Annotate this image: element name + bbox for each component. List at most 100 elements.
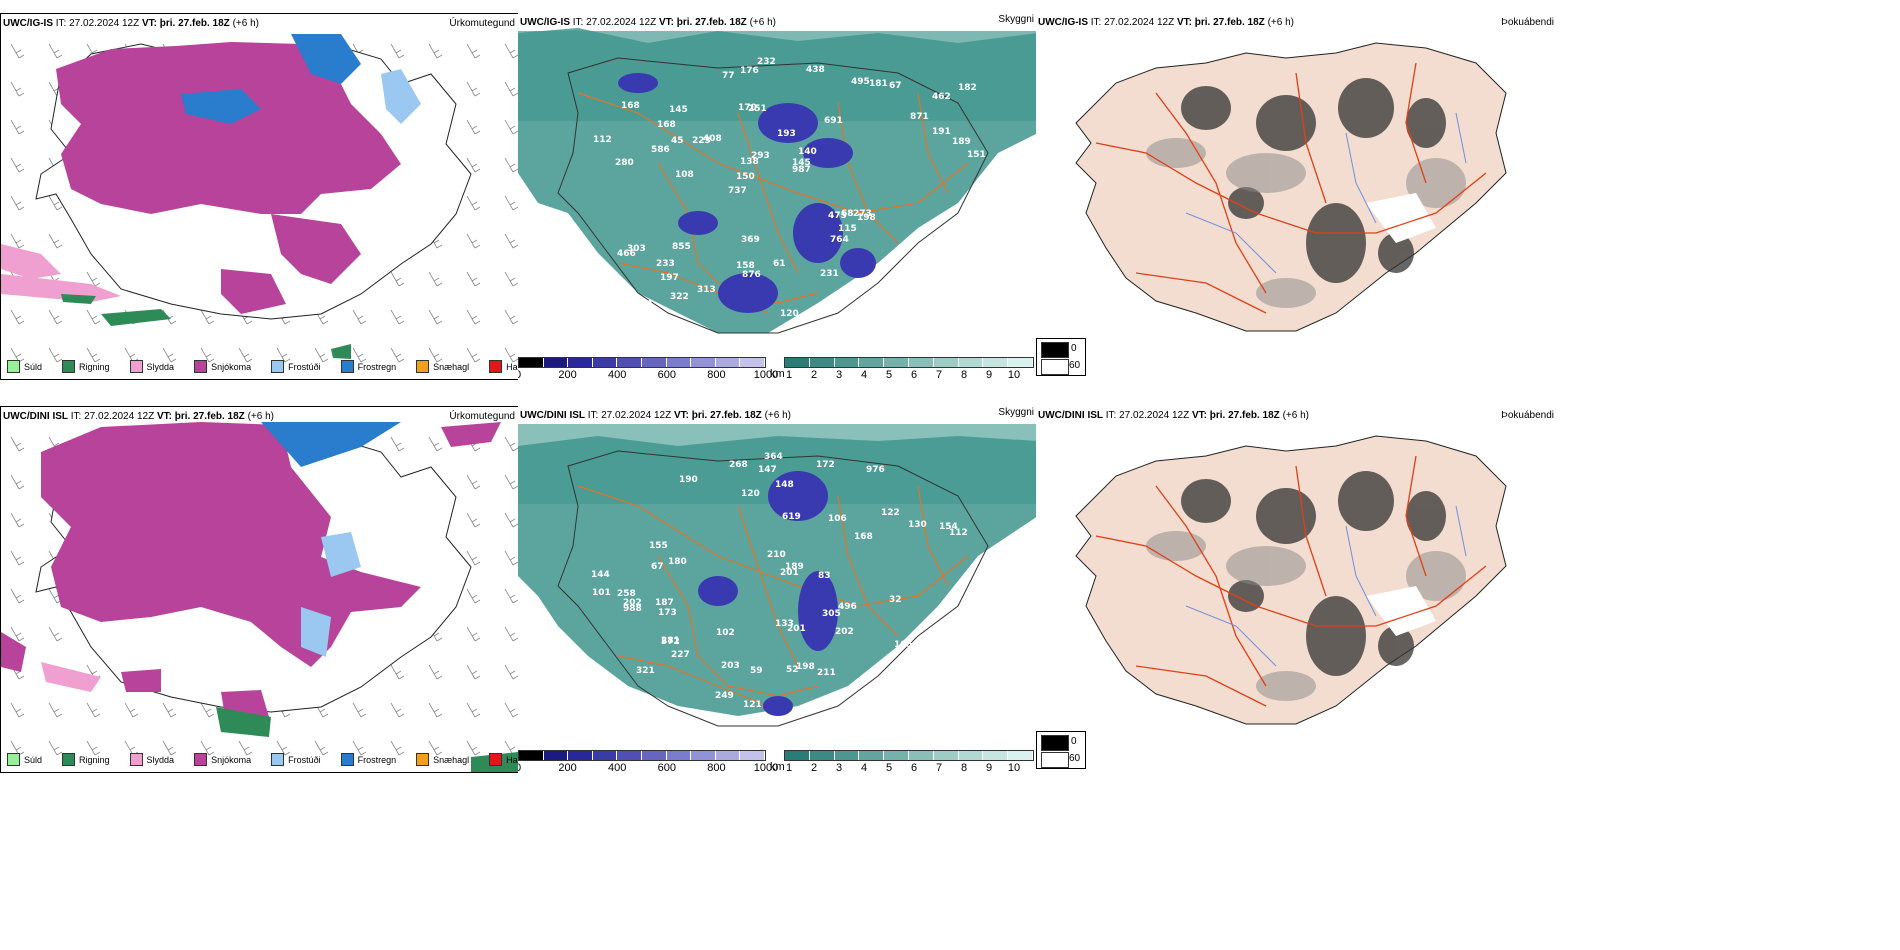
cloud-base-value-label: 151 xyxy=(967,150,986,160)
colorbar-cell xyxy=(617,751,642,760)
cloud-base-value-label: 170 xyxy=(738,103,757,113)
colorbar-cell xyxy=(908,358,934,367)
cloud-base-value-label: 496 xyxy=(838,602,857,612)
cloud-base-value-label: 138 xyxy=(740,157,759,167)
cloud-base-value-label: 106 xyxy=(828,514,847,524)
precip-type-map-row2: UWC/DINI ISL IT: 27.02.2024 12Z VT: þri.… xyxy=(0,406,519,773)
cloud-base-value-label: 147 xyxy=(758,465,777,475)
legend-item-5: Frostregn xyxy=(340,360,396,373)
cloud-base-value-label: 158 xyxy=(603,301,622,311)
cloud-base-value-label: 173 xyxy=(658,608,677,618)
colorbar-cell xyxy=(859,751,885,760)
cloud-base-value-label: 148 xyxy=(775,480,794,490)
cloud-base-value-label: 495 xyxy=(851,77,870,87)
colorbar-tick: 5 xyxy=(885,369,893,381)
cloud-base-value-label: 145 xyxy=(669,105,688,115)
legend-label: Súld xyxy=(24,754,43,765)
colorbar-cell xyxy=(617,358,642,367)
panel-name: Þokuábendi xyxy=(1501,17,1554,28)
legend-swatch xyxy=(62,360,76,373)
colorbar-tick: 2 xyxy=(810,369,818,381)
cloud-base-value-label: 105 xyxy=(894,640,913,650)
cloud-base-value-label: 281 xyxy=(661,636,680,646)
cloud-base-value-label: 313 xyxy=(697,285,716,295)
colorbar-tick: 7 xyxy=(935,369,943,381)
colorbar-cell xyxy=(983,751,1009,760)
cloud-base-value-label: 120 xyxy=(741,489,760,499)
cloud-base-value-label: 32 xyxy=(889,595,902,605)
colorbar-tick: 1000 xyxy=(753,762,779,774)
colorbar-cell xyxy=(519,751,544,760)
legend-item-0: Súld xyxy=(7,360,42,373)
fog-indicator-map-row2: UWC/DINI ISL IT: 27.02.2024 12Z VT: þri.… xyxy=(1036,406,1556,784)
colorbar-unit: km xyxy=(770,761,785,773)
legend-label: Rigning xyxy=(79,754,110,765)
colorbar-cell xyxy=(1008,358,1033,367)
colorbar-cell xyxy=(592,751,618,760)
fog-legend-high: 60 xyxy=(1069,360,1081,371)
colorbar-tick: 8 xyxy=(960,369,968,381)
cloud-base-value-label: 168 xyxy=(657,120,676,130)
cloud-base-value-label: 67 xyxy=(889,81,902,91)
cloud-base-value-label: 190 xyxy=(679,475,698,485)
colorbar-tick: 1 xyxy=(785,369,793,381)
colorbar-cell xyxy=(691,751,716,760)
legend-label: Frostúði xyxy=(288,361,321,372)
cloud-base-value-label: 408 xyxy=(703,134,722,144)
panel-name: Úrkomutegund xyxy=(449,411,515,422)
colorbar-tick: 10 xyxy=(1007,762,1021,774)
legend-item-3: Snjókoma xyxy=(194,753,251,766)
colorbar-cell xyxy=(641,751,667,760)
cloud-base-value-label: 102 xyxy=(716,628,735,638)
cloud-base-value-label: 987 xyxy=(792,165,811,175)
colorbar-cell xyxy=(983,358,1009,367)
legend-swatch xyxy=(271,360,285,373)
cloud-base-value-label: 249 xyxy=(895,295,914,305)
cloud-base-value-label: 78 xyxy=(600,308,613,318)
cloud-base-value-label: 764 xyxy=(830,235,849,245)
cloud-base-value-label: 305 xyxy=(822,609,841,619)
legend-label: Súld xyxy=(24,361,43,372)
cloud-base-value-label: 77 xyxy=(722,71,735,81)
panel-name: Skyggni xyxy=(998,407,1034,418)
cloud-base-value-label: 268 xyxy=(729,460,748,470)
visibility-colorbar: 1 2 3 4 5 6 7 8 9 10 km xyxy=(770,357,1034,383)
legend-item-0: Súld xyxy=(7,753,42,766)
colorbar-tick: 10 xyxy=(1007,369,1021,381)
panel-title: UWC/IG-IS IT: 27.02.2024 12Z VT: þri. 27… xyxy=(3,18,259,29)
precip-map-canvas xyxy=(1,34,518,363)
cloud-base-value-label: 67 xyxy=(651,562,664,572)
colorbar-tick: 200 xyxy=(558,762,577,774)
fog-legend-low: 0 xyxy=(1071,343,1077,354)
colorbar-tick: 0 xyxy=(518,369,521,381)
cloud-base-value-label: 369 xyxy=(741,235,760,245)
colorbar-cell xyxy=(543,358,569,367)
colorbar-cell xyxy=(666,751,692,760)
colorbar-tick: 800 xyxy=(707,762,726,774)
colorbar-cell xyxy=(568,751,593,760)
cloud-base-value-label: 197 xyxy=(660,273,679,283)
cloud-base-value-label: 140 xyxy=(798,147,817,157)
legend-label: Haglél xyxy=(506,361,518,372)
cloud-base-map-row2: UWC/DINI ISL IT: 27.02.2024 12Z VT: þri.… xyxy=(518,406,1038,784)
cloud-base-value-label: 101 xyxy=(592,588,611,598)
fog-legend-high: 60 xyxy=(1069,753,1081,764)
legend-swatch xyxy=(194,360,208,373)
precip-legend: Súld Rigning Slydda Snjókoma Frostúði Frostre… xyxy=(7,360,518,373)
cloud-base-value-label: 554 xyxy=(926,295,945,305)
colorbar-cell xyxy=(834,358,860,367)
panel-title: UWC/IG-IS IT: 27.02.2024 12Z VT: þri. 27… xyxy=(1038,17,1294,28)
cloud-base-value-label: 586 xyxy=(651,145,670,155)
cloud-base-value-label: 988 xyxy=(623,604,642,614)
cloud-base-value-label: 855 xyxy=(672,242,691,252)
cloud-base-value-label: 145 xyxy=(792,158,811,168)
colorbar-tick: 6 xyxy=(910,369,918,381)
legend-item-1: Rigning xyxy=(62,753,110,766)
colorbar-cell xyxy=(884,751,909,760)
cloud-base-value-label: 231 xyxy=(820,269,839,279)
colorbar-tick: 3 xyxy=(835,762,843,774)
fog-map-canvas xyxy=(1075,42,1507,332)
colorbar-unit: km xyxy=(770,368,785,380)
cloud-base-value-label: 52 xyxy=(786,665,799,675)
